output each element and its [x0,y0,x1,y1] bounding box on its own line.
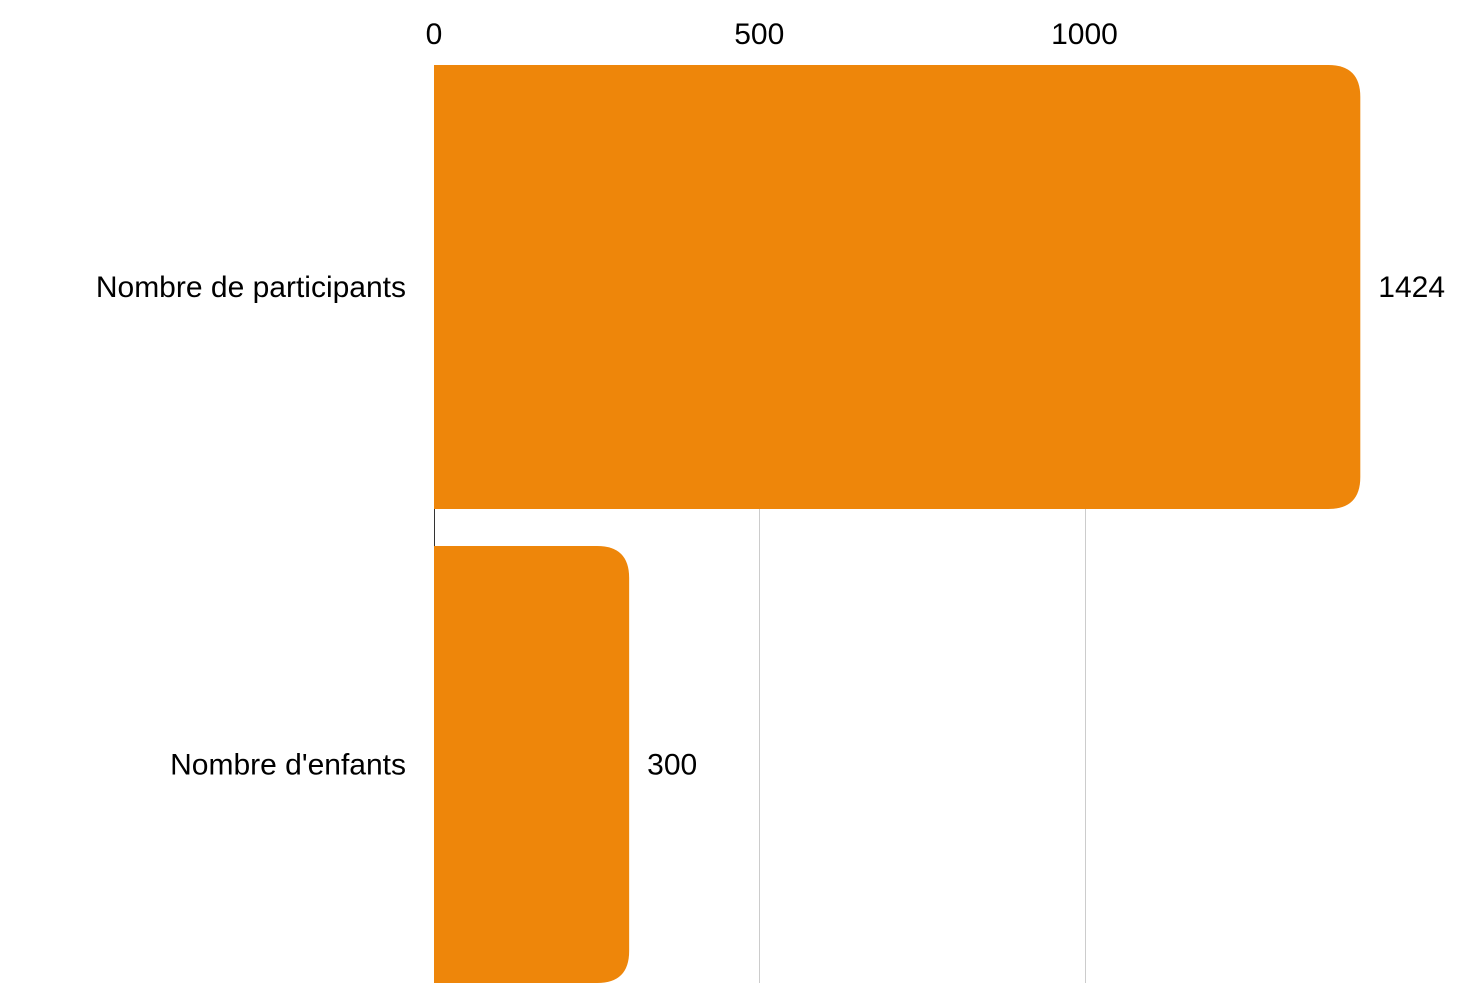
value-labels: 1424 300 [647,271,1445,782]
category-labels: Nombre de participants Nombre d'enfants [96,271,406,782]
x-tick-label: 0 [426,18,443,51]
bar-0 [434,65,1361,509]
data-label: 300 [647,749,697,782]
data-label: 1424 [1378,271,1445,304]
x-tick-label: 500 [734,18,784,51]
bars [434,65,1361,983]
category-label: Nombre d'enfants [170,749,406,782]
category-label: Nombre de participants [96,271,406,304]
x-axis-ticks: 0 500 1000 [426,18,1118,51]
x-tick-label: 1000 [1051,18,1118,51]
bar-1 [434,546,630,983]
